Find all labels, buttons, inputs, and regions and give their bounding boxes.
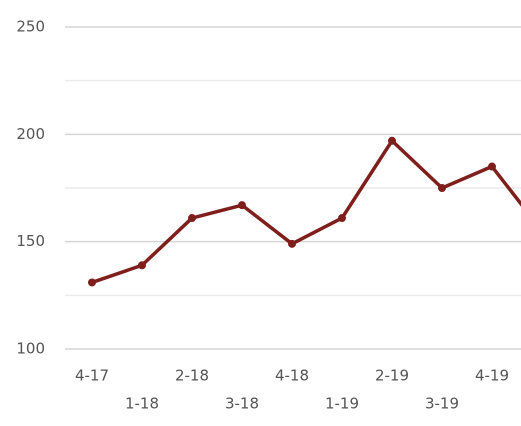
y-tick-label: 150 bbox=[16, 232, 45, 250]
point bbox=[238, 201, 246, 210]
point bbox=[288, 239, 296, 248]
x-tick-label: 2-19 bbox=[375, 367, 409, 385]
point bbox=[138, 261, 146, 270]
x-tick-label: 3-19 bbox=[425, 395, 459, 413]
x-tick-label: 4-18 bbox=[275, 367, 309, 385]
x-tick-label: 1-19 bbox=[325, 395, 359, 413]
x-tick-label: 3-18 bbox=[225, 395, 259, 413]
point bbox=[88, 278, 96, 287]
point bbox=[338, 214, 346, 223]
x-tick-label: 4-19 bbox=[475, 367, 509, 385]
point bbox=[438, 184, 446, 192]
line bbox=[91, 139, 521, 285]
x-tick-label: 1-18 bbox=[125, 395, 159, 413]
y-tick-label: 250 bbox=[16, 18, 45, 36]
y-tick-label: 200 bbox=[16, 125, 45, 143]
x-tick-label: 4-17 bbox=[75, 367, 109, 385]
x-tick-label: 2-18 bbox=[175, 367, 209, 385]
point bbox=[388, 136, 396, 145]
y-tick-label: 100 bbox=[16, 340, 45, 358]
point bbox=[188, 214, 196, 223]
point bbox=[488, 162, 496, 171]
